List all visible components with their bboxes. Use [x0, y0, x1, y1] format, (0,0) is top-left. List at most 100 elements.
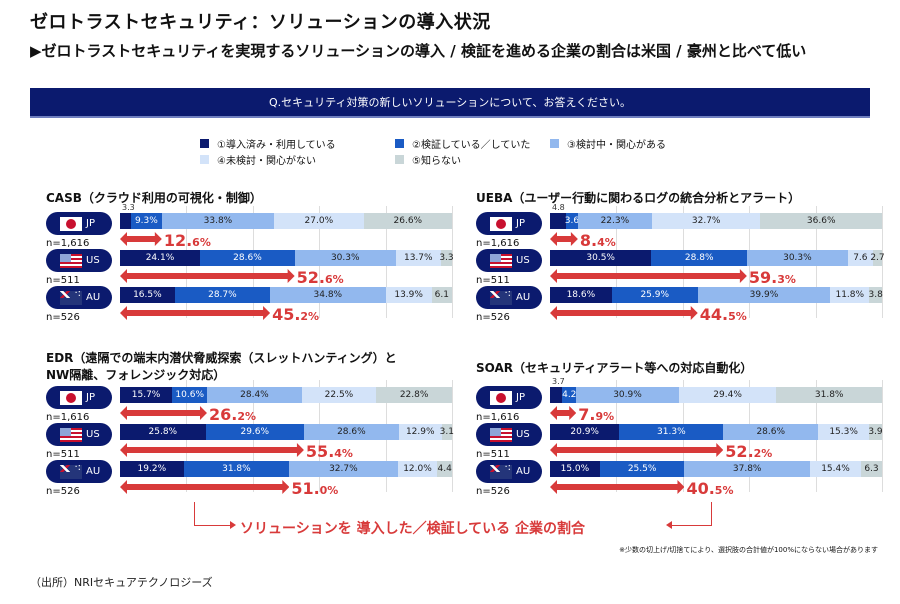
flag-jp-icon [60, 390, 82, 405]
total-label: 52.6% [296, 268, 344, 287]
segment-label: 7.6 [853, 253, 868, 263]
bottom-caption: ソリューションを 導入した／検証している 企業の割合 [240, 521, 586, 537]
double-arrow-icon [550, 406, 577, 420]
sample-size: n=526 [476, 312, 510, 323]
bar-segment: 30.9% [576, 387, 679, 403]
flag-jp-icon [490, 390, 512, 405]
sample-size: n=511 [476, 449, 510, 460]
bar-segment: 11.8% [830, 287, 870, 303]
segment-label: 27.0% [304, 216, 334, 226]
double-arrow-icon [120, 406, 207, 420]
flag-au-icon [60, 462, 82, 479]
double-arrow-icon [120, 232, 162, 246]
country-pill: AU [46, 460, 112, 483]
bar-segment: 12.9% [398, 424, 442, 440]
segment-label: 15.3% [829, 427, 858, 437]
question-text: Q.セキュリティ対策の新しいソリューションについて、お答えください。 [268, 96, 632, 109]
country-code: AU [86, 466, 101, 477]
flag-us-icon [490, 427, 512, 442]
country-row: JP n=1,616 3.3 9.3% 33.8% 27.0% 26.6% 12.6% [46, 203, 466, 252]
segment-label: 12.0% [403, 464, 432, 474]
country-pill: AU [46, 286, 112, 309]
sample-size: n=511 [476, 275, 510, 286]
segment-label: 39.9% [749, 290, 779, 300]
gridline [882, 206, 883, 318]
bar-segment: 28.7% [174, 287, 271, 303]
gridline [452, 206, 453, 318]
segment-label: 25.8% [148, 427, 178, 437]
bar-segment: 26.6% [363, 213, 452, 229]
segment-label: 30.9% [613, 390, 642, 400]
stacked-bar: 15.7% 10.6% 28.4% 22.5% 22.8% [120, 387, 452, 403]
bar-segment: 22.5% [301, 387, 377, 403]
bar-segment: 10.6% [172, 387, 208, 403]
country-row: AU n=526 16.5% 28.7% 34.8% 13.9% 6.1 45.2% [46, 286, 466, 326]
double-arrow-icon [550, 232, 578, 246]
segment-label: 30.5% [586, 253, 615, 263]
sample-size: n=1,616 [46, 412, 90, 423]
segment-label: 33.8% [203, 216, 233, 226]
country-code: US [516, 255, 530, 266]
segment-label: 24.1% [145, 253, 175, 263]
segment-label: 28.7% [208, 290, 237, 300]
segment-label: 3.7 [552, 377, 565, 386]
total-label: 45.2% [272, 305, 320, 324]
country-pill: US [46, 423, 112, 446]
segment-label: 15.7% [131, 390, 161, 400]
sample-size: n=511 [46, 275, 80, 286]
segment-label: 2.7 [870, 253, 885, 263]
segment-label: 28.6% [756, 427, 786, 437]
country-code: AU [516, 292, 531, 303]
legend-label: ⑤知らない [412, 156, 461, 167]
bar-segment: 33.8% [161, 213, 275, 229]
chart-title: UEBA（ユーザー行動に関わるログの統合分析とアラート） [476, 191, 801, 205]
double-arrow-icon [550, 480, 685, 494]
bar-segment: 28.6% [200, 250, 295, 266]
bar-segment: 13.7% [395, 250, 441, 266]
bar-segment: 32.7% [289, 461, 398, 477]
country-pill: JP [46, 386, 112, 409]
bar-segment: 27.0% [274, 213, 364, 229]
bar-segment: 20.9% [550, 424, 620, 440]
bar-segment: 3.1 [440, 424, 454, 440]
caption-arrow-left-icon [230, 521, 236, 529]
legend-label: ③検討中・関心がある [567, 140, 666, 151]
double-arrow-icon [120, 443, 304, 457]
country-pill: AU [476, 460, 542, 483]
segment-label: 32.7% [691, 216, 721, 226]
total-label: 55.4% [305, 442, 353, 461]
segment-label: 28.4% [240, 390, 269, 400]
country-pill: JP [476, 386, 542, 409]
footnote: ※少数の切上げ/切捨てにより、選択肢の合計値が100%にならない場合があります [619, 546, 878, 554]
stacked-bar: 30.5% 28.8% 30.3% 7.6 2.7 [550, 250, 885, 266]
bar-segment: 4.2 [562, 387, 576, 403]
bar-segment: 28.6% [303, 424, 399, 440]
caption-bracket-left [194, 502, 234, 526]
country-row: US n=511 20.9% 31.3% 28.6% 15.3% 3.9 52.2% [476, 423, 896, 463]
segment-label: 15.4% [821, 464, 850, 474]
double-arrow-icon [550, 269, 747, 283]
segment-label: 29.4% [713, 390, 742, 400]
bar-segment: 7.6 [847, 250, 873, 266]
bar-segment: 30.5% [550, 250, 652, 266]
country-row: US n=511 24.1% 28.6% 30.3% 13.7% 3.3 52.6% [46, 249, 466, 289]
segment-label: 3.6 [564, 216, 580, 226]
bar-segment: 28.4% [207, 387, 302, 403]
bar-segment: 34.8% [270, 287, 386, 303]
flag-jp-icon [490, 216, 512, 231]
segment-label: 11.8% [835, 290, 865, 300]
sample-size: n=1,616 [476, 412, 520, 423]
double-arrow-icon [550, 443, 724, 457]
chart-title: EDR（遠隔での端末内潜伏脅威探索（スレットハンティング）と NW隔離、フォレン… [46, 351, 397, 382]
bar-segment: 31.8% [776, 387, 882, 403]
total-label: 51.0% [291, 479, 339, 498]
bar-segment: 16.5% [120, 287, 175, 303]
bar-segment: 4.4 [437, 461, 452, 477]
segment-label: 29.6% [240, 427, 270, 437]
bar-segment: 36.6% [760, 213, 882, 229]
country-code: US [86, 429, 100, 440]
bar-segment: 18.6% [550, 287, 612, 303]
segment-label: 20.9% [570, 427, 599, 437]
bar-segment: 30.3% [294, 250, 396, 266]
bar-segment: 3.3 [439, 250, 454, 266]
